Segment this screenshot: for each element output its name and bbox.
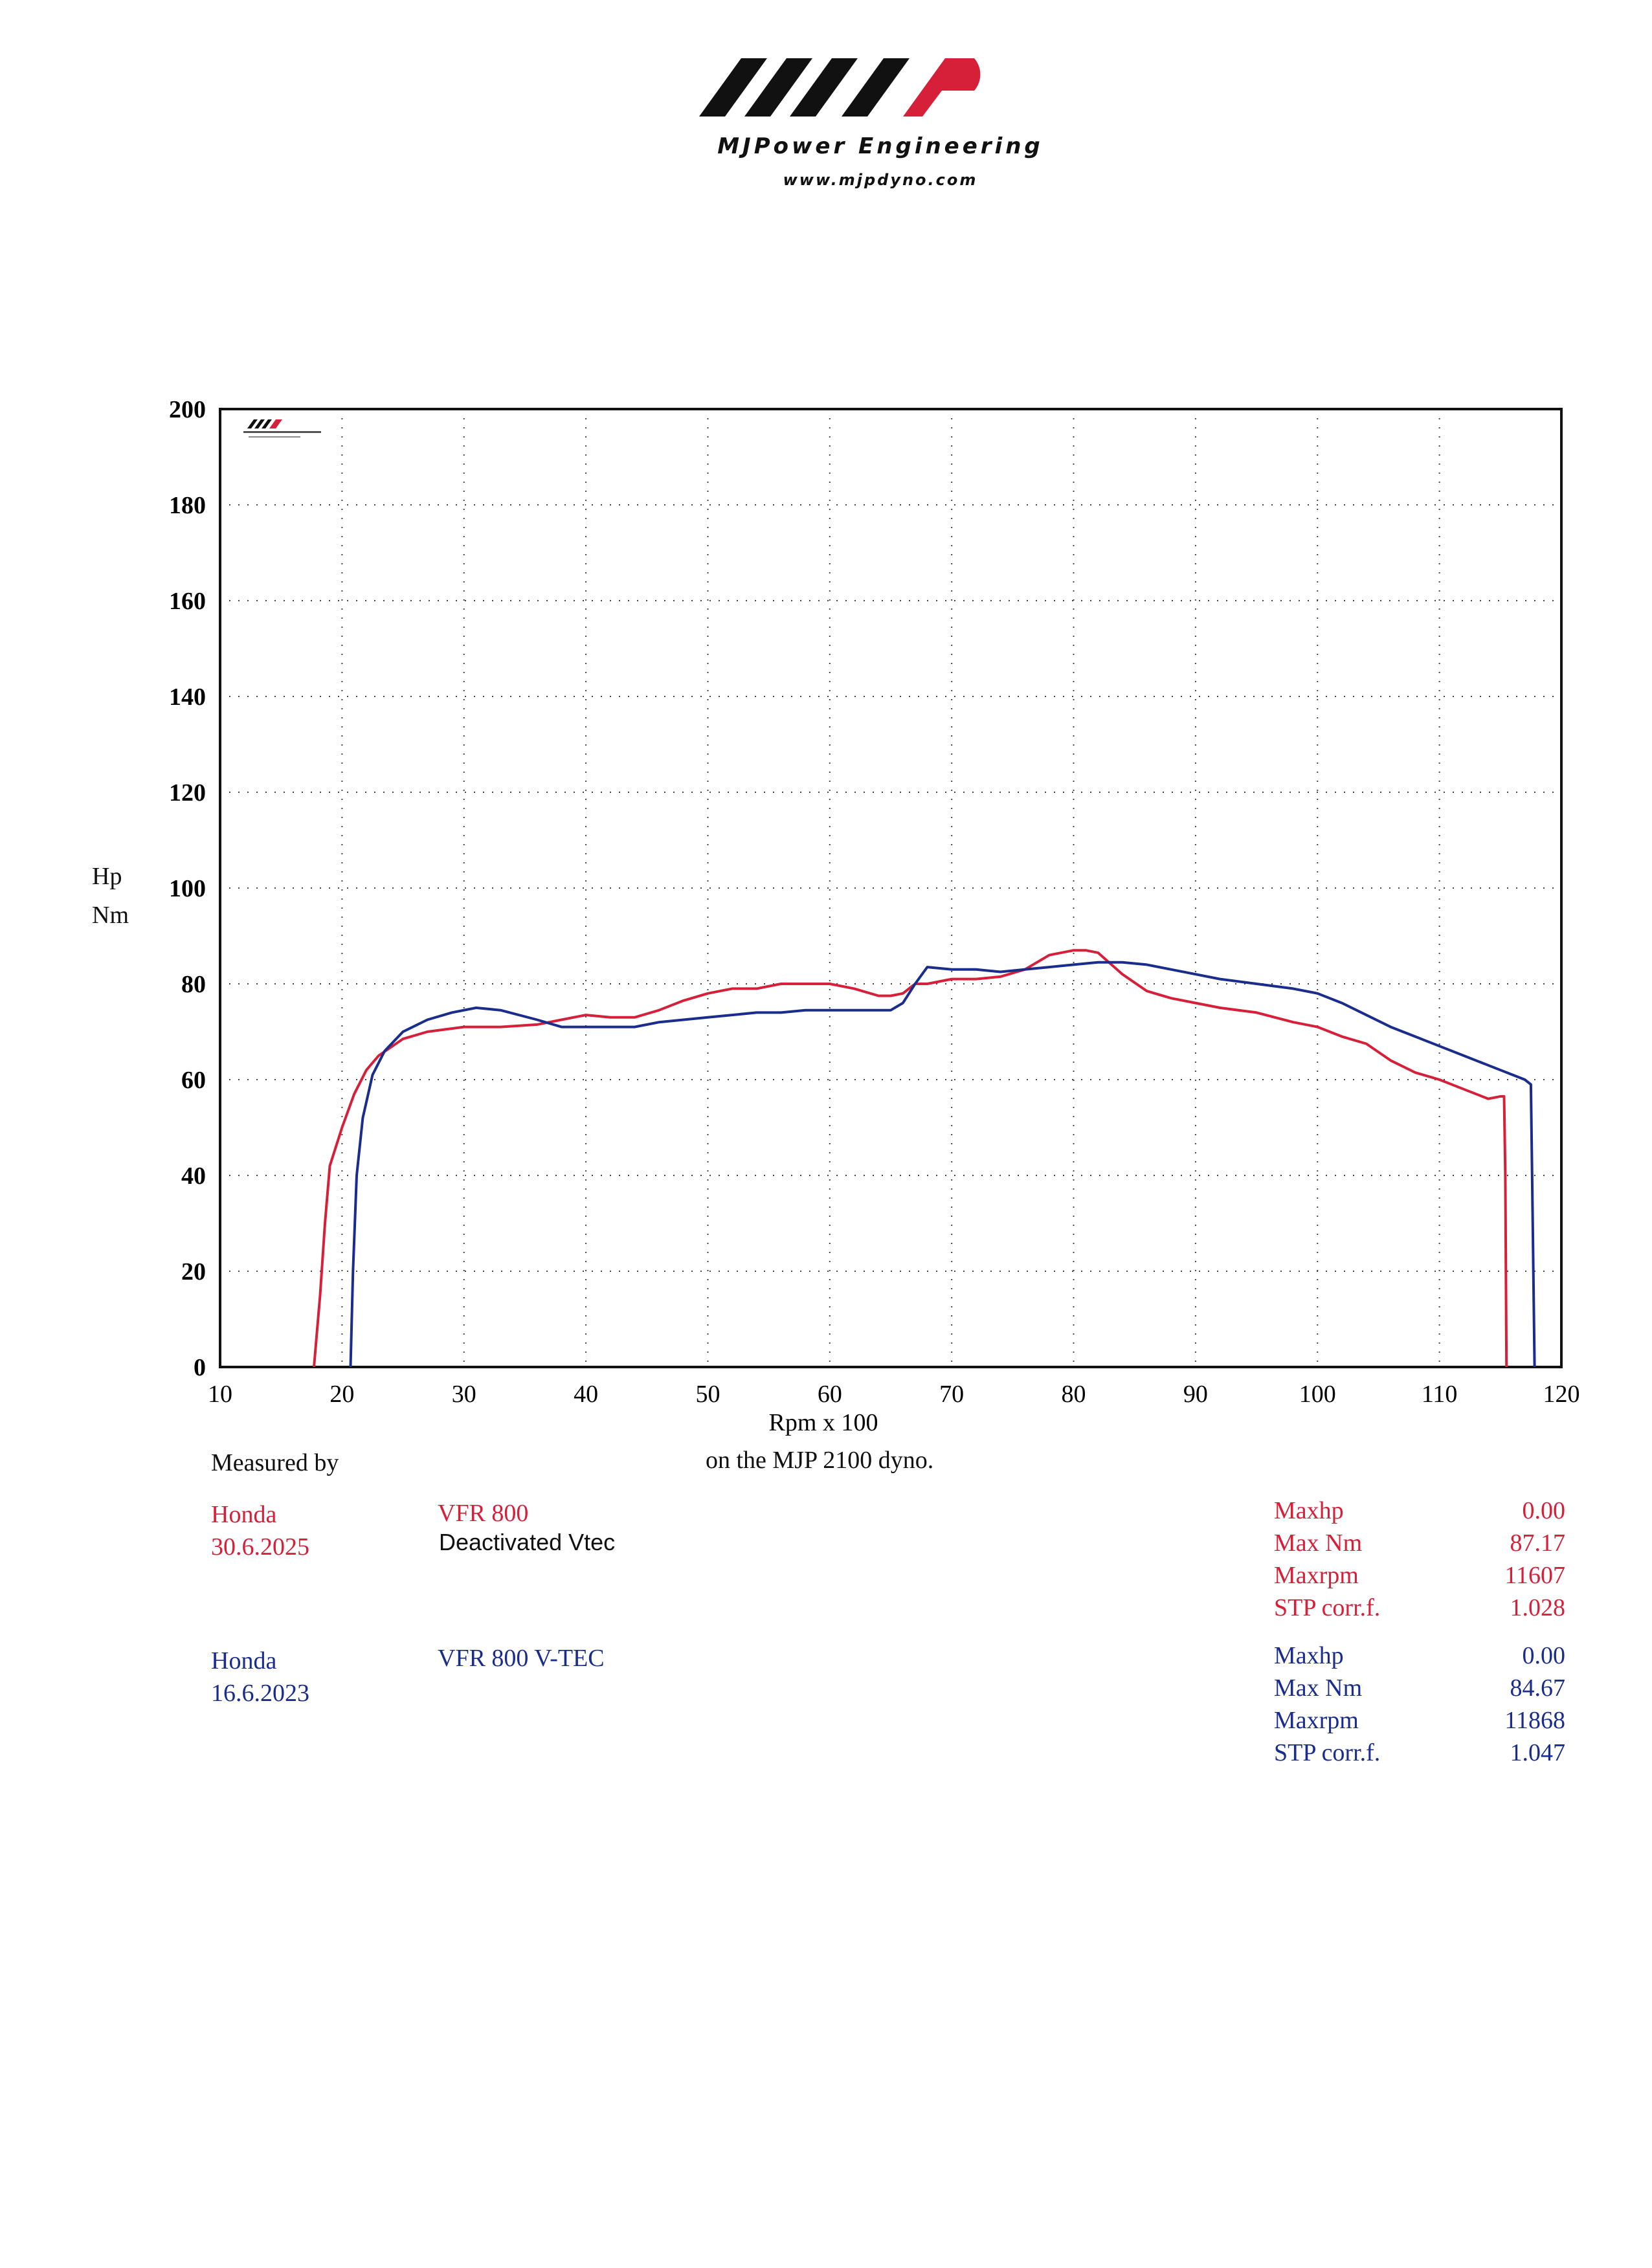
y-tick-label: 160	[169, 588, 206, 615]
run1-maxhp-label: Maxhp	[1274, 1497, 1344, 1524]
dyno-chart: 0 20 40 60 80 100 120 140 160 180 200 10 20 30 40 50 60…	[169, 396, 1580, 1436]
y-tick-labels: 0 20 40 60 80 100 120 140 160 180 200	[169, 396, 206, 1381]
y-tick-label: 120	[169, 779, 206, 806]
run2-maxnm-label: Max Nm	[1274, 1674, 1363, 1702]
y-tick-label: 100	[169, 875, 206, 902]
run1-maxrpm-label: Maxrpm	[1274, 1562, 1359, 1589]
y-tick-label: 180	[169, 492, 206, 519]
y-tick-label: 140	[169, 684, 206, 711]
mjp-logo	[699, 58, 981, 117]
y-tick-label: 80	[181, 971, 206, 998]
y-axis-label-hp: Hp	[92, 863, 122, 890]
chart-grid	[220, 409, 1561, 1367]
run1-stp-value: 1.028	[1510, 1594, 1566, 1621]
run1-maxhp-value: 0.00	[1522, 1497, 1566, 1524]
y-tick-label: 40	[181, 1162, 206, 1190]
x-tick-label: 70	[939, 1381, 964, 1408]
x-tick-labels: 10 20 30 40 50 60 70 80 90 100 110 120	[208, 1381, 1580, 1408]
y-tick-label: 200	[169, 396, 206, 423]
measured-by-label: Measured by	[211, 1449, 339, 1476]
y-tick-label: 60	[181, 1067, 206, 1094]
series-line-2	[349, 961, 1536, 1368]
x-tick-label: 10	[208, 1381, 232, 1408]
y-tick-label: 0	[194, 1354, 206, 1381]
x-tick-label: 80	[1062, 1381, 1086, 1408]
x-axis-label: Rpm x 100	[769, 1409, 878, 1436]
brand-name: MJPower Engineering	[717, 133, 1044, 159]
run2-maxnm-value: 84.67	[1510, 1674, 1566, 1702]
dyno-label: on the MJP 2100 dyno.	[706, 1447, 934, 1474]
run2-stp-value: 1.047	[1510, 1739, 1566, 1766]
run2-date: 16.6.2023	[211, 1680, 309, 1707]
x-tick-label: 20	[329, 1381, 354, 1408]
x-tick-label: 30	[452, 1381, 476, 1408]
run1-make: Honda	[211, 1501, 277, 1528]
brand-url: www.mjpdyno.com	[783, 171, 978, 189]
series-line-1	[313, 949, 1508, 1368]
run2-maxrpm-value: 11868	[1504, 1707, 1565, 1734]
run1-maxrpm-value: 11607	[1504, 1562, 1565, 1589]
x-tick-label: 110	[1422, 1381, 1458, 1408]
x-tick-label: 40	[574, 1381, 598, 1408]
y-tick-label: 20	[181, 1258, 206, 1285]
run1-note: Deactivated Vtec	[439, 1529, 616, 1555]
run1-stp-label: STP corr.f.	[1274, 1594, 1381, 1621]
x-tick-label: 100	[1299, 1381, 1336, 1408]
run2-make: Honda	[211, 1647, 277, 1674]
mini-logo-icon	[243, 419, 321, 438]
run2-maxrpm-label: Maxrpm	[1274, 1707, 1359, 1734]
run2-maxhp-label: Maxhp	[1274, 1642, 1344, 1669]
x-tick-label: 90	[1183, 1381, 1208, 1408]
run1-date: 30.6.2025	[211, 1533, 309, 1561]
run2-stp-label: STP corr.f.	[1274, 1739, 1381, 1766]
run1-model: VFR 800	[438, 1500, 529, 1527]
run2-maxhp-value: 0.00	[1522, 1642, 1566, 1669]
run1-maxnm-label: Max Nm	[1274, 1529, 1363, 1557]
plot-frame	[219, 408, 1563, 1368]
run1-maxnm-value: 87.17	[1510, 1529, 1566, 1557]
x-tick-label: 60	[818, 1381, 842, 1408]
run2-model: VFR 800 V-TEC	[438, 1645, 605, 1672]
x-tick-label: 120	[1543, 1381, 1580, 1408]
y-axis-label-nm: Nm	[92, 902, 129, 929]
series-lines	[313, 949, 1536, 1368]
x-tick-label: 50	[695, 1381, 720, 1408]
